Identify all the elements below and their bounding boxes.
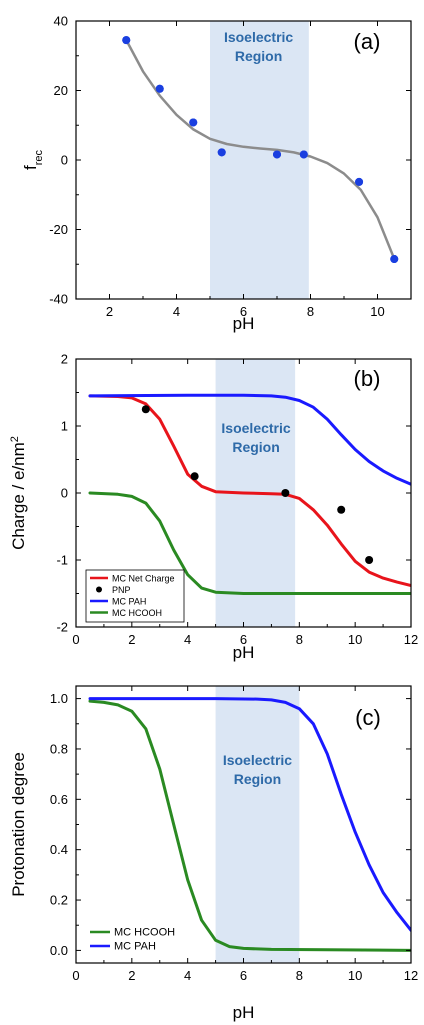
x-tick-label: 12 — [404, 968, 418, 983]
x-tick-label: 4 — [184, 632, 191, 647]
data-layer — [122, 36, 399, 264]
data-layer — [88, 393, 411, 595]
x-tick-label: 6 — [240, 968, 247, 983]
y-tick-label: -2 — [56, 620, 68, 635]
data-point — [337, 505, 346, 514]
chart-panel-1: Isoelectric Region 2 4 6 8 10 -40 -20 0 20 40 pH frec… — [21, 14, 412, 333]
y-tick-label: 0.8 — [50, 741, 68, 756]
y-tick-label: 0.0 — [50, 943, 68, 958]
y-tick-label: 2 — [61, 352, 68, 367]
x-tick-label: 8 — [296, 968, 303, 983]
legend-entry-label: MC PAH — [112, 597, 146, 607]
y-tick-label: 0.6 — [50, 792, 68, 807]
y-tick-label: 1.0 — [50, 691, 68, 706]
legend-swatch-point — [96, 586, 102, 593]
y-tick-label: 0 — [61, 486, 68, 501]
x-tick-label: 10 — [348, 968, 362, 983]
y-tick-label: -20 — [49, 222, 68, 237]
x-axis-title: pH — [233, 1003, 255, 1022]
legend-entry-label: MC HCOOH — [114, 927, 175, 939]
data-point — [390, 255, 399, 264]
y-axis-title: Charge / e/nm2 — [9, 436, 28, 550]
data-point — [281, 489, 290, 497]
series-line-mc-pah — [88, 697, 411, 932]
legend-entry-label: MC PAH — [114, 941, 156, 953]
x-tick-label: 10 — [370, 304, 384, 319]
data-point — [155, 84, 164, 93]
x-tick-label: 6 — [240, 632, 247, 647]
x-tick-label: 4 — [173, 304, 180, 319]
x-tick-label: 4 — [184, 968, 191, 983]
region-label-line2: Region — [235, 48, 282, 64]
panel-label: (c) — [355, 705, 381, 730]
data-point — [299, 150, 308, 159]
region-label-line2: Region — [232, 439, 279, 455]
data-point — [365, 556, 374, 564]
x-tick-label: 8 — [307, 304, 314, 319]
y-tick-label: 1 — [61, 419, 68, 434]
series-line-mc-pah — [88, 393, 411, 486]
data-point — [355, 177, 364, 186]
legend-entry-label: MC Net Charge — [112, 574, 175, 584]
data-layer — [88, 697, 411, 952]
legend-entry-label: PNP — [112, 585, 131, 595]
series-line-mc-net-charge — [88, 394, 411, 587]
isoelectric-region — [215, 686, 300, 963]
y-axis-title: Protonation degree — [9, 752, 28, 897]
y-tick-label: 40 — [54, 14, 68, 29]
x-tick-label: 2 — [128, 632, 135, 647]
legend-entry-label: MC HCOOH — [112, 608, 162, 618]
legend: MC HCOOH MC PAH — [90, 927, 175, 953]
data-point — [217, 148, 226, 157]
y-axis-title-subscript: rec — [33, 149, 45, 165]
data-point — [141, 405, 150, 414]
data-point — [122, 36, 131, 45]
y-tick-label: 0.4 — [50, 842, 68, 857]
region-label-line1: Isoelectric — [223, 752, 292, 768]
x-tick-label: 10 — [348, 632, 362, 647]
region-label-line1: Isoelectric — [224, 29, 293, 45]
x-tick-label: 8 — [296, 632, 303, 647]
data-point — [189, 118, 198, 127]
y-tick-label: -1 — [56, 553, 68, 568]
x-tick-label: 6 — [240, 304, 247, 319]
data-point — [190, 472, 199, 481]
series-line-mc-hcooh — [88, 699, 411, 952]
x-tick-label: 12 — [404, 632, 418, 647]
y-axis-title: frec — [21, 149, 45, 170]
y-tick-label: 0.2 — [50, 893, 68, 908]
y-tick-label: 0 — [61, 153, 68, 168]
x-tick-label: 2 — [106, 304, 113, 319]
region-label-line2: Region — [234, 771, 281, 787]
series-line-fit — [125, 38, 396, 261]
series-line-mc-hcooh — [88, 491, 411, 595]
isoelectric-region — [210, 21, 309, 299]
y-tick-label: 20 — [54, 83, 68, 98]
panel-label: (a) — [354, 29, 381, 54]
panel-label: (b) — [354, 366, 381, 391]
y-tick-label: -40 — [49, 292, 68, 307]
y-axis-title-superscript: 2 — [9, 436, 21, 442]
x-tick-label: 2 — [128, 968, 135, 983]
chart-panel-3: Isoelectric Region 0 2 4 6 8 10 12 0.0 0.2 0.4 0.6 0.… — [9, 685, 418, 1022]
x-tick-label: 0 — [72, 632, 79, 647]
region-label-line1: Isoelectric — [221, 420, 290, 436]
x-axis-title: pH — [233, 643, 255, 662]
x-tick-label: 0 — [72, 968, 79, 983]
data-point — [273, 150, 281, 159]
x-axis-title: pH — [233, 314, 255, 333]
